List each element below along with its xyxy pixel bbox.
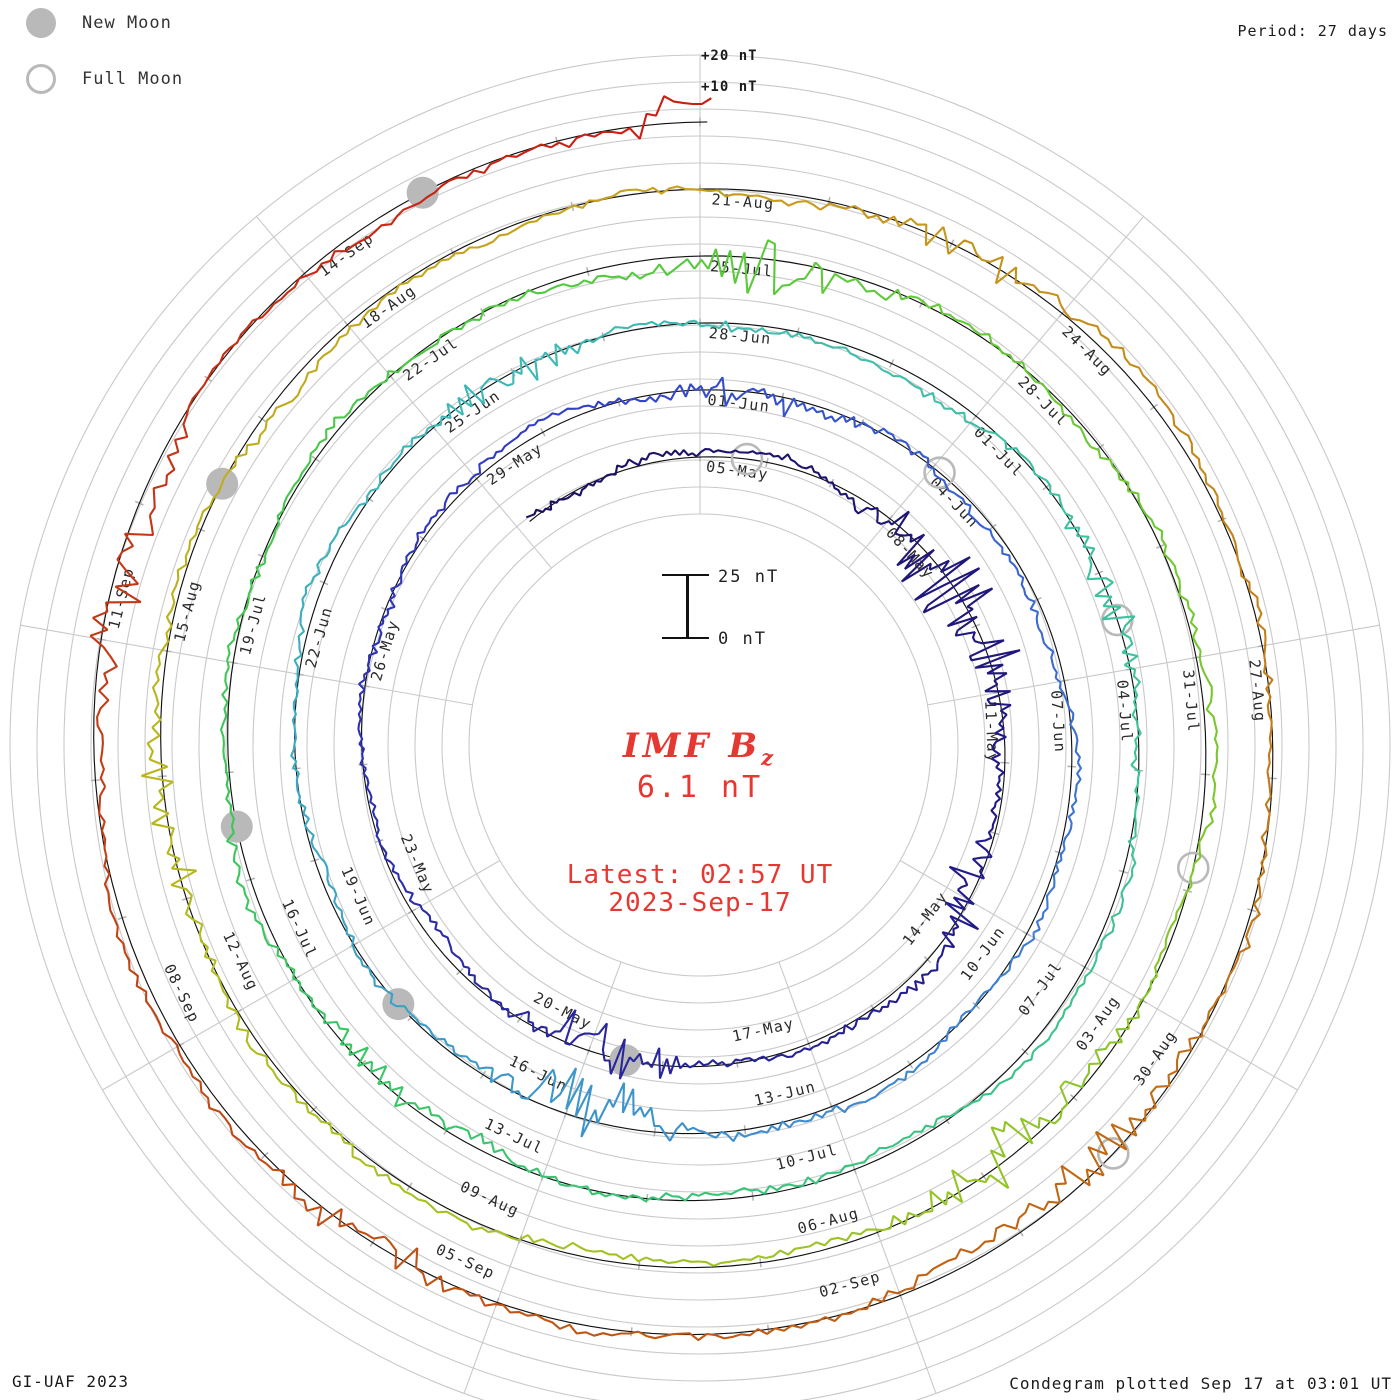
full-moon-icon xyxy=(26,64,56,94)
date-label: 29-May xyxy=(483,439,546,489)
full-moon-marker xyxy=(730,442,764,476)
new-moon-label: New Moon xyxy=(82,13,172,33)
bz-trace xyxy=(89,95,1274,1341)
date-label: 31-Jul xyxy=(1179,669,1203,734)
full-moon-marker xyxy=(1096,1137,1130,1170)
scale-bar xyxy=(686,575,689,639)
new-moon-icon xyxy=(26,8,56,38)
moon-markers xyxy=(206,176,1210,1170)
date-label: 01-Jun xyxy=(706,391,771,416)
scale-bar-bottom-cap xyxy=(662,637,709,639)
new-moon-marker xyxy=(382,988,415,1021)
radial-axis-label-plus20: +20 nT xyxy=(701,48,758,64)
baseline-spiral xyxy=(93,121,1274,1336)
date-label: 08-Sep xyxy=(160,961,204,1026)
plotted-time-label: Condegram plotted Sep 17 at 03:01 UT xyxy=(1009,1374,1392,1393)
date-label: 13-Jun xyxy=(752,1077,818,1109)
new-moon-marker xyxy=(406,176,439,209)
radial-axis-label-plus10: +10 nT xyxy=(701,79,758,95)
date-label: 22-Jul xyxy=(400,334,462,385)
latest-value: 6.1 nT xyxy=(636,770,764,805)
date-label: 10-Jul xyxy=(774,1141,840,1174)
new-moon-marker xyxy=(220,810,253,843)
scale-bar-top-cap xyxy=(662,574,709,576)
full-moon-marker xyxy=(923,456,956,489)
period-label: Period: 27 days xyxy=(1237,22,1388,40)
date-label: 24-Aug xyxy=(1058,322,1116,379)
chart-title-subscript: z xyxy=(761,744,778,770)
date-label: 09-Aug xyxy=(457,1177,522,1220)
date-label: 28-Jul xyxy=(1014,373,1071,430)
legend-new-moon: New Moon xyxy=(26,8,172,38)
date-label: 04-Jul xyxy=(1113,679,1136,743)
date-label: 07-Jun xyxy=(1047,690,1069,754)
date-label: 18-Aug xyxy=(358,281,420,332)
chart-title-text: IMF B xyxy=(622,726,762,766)
latest-date: 2023-Sep-17 xyxy=(608,888,792,918)
legend-full-moon: Full Moon xyxy=(26,64,183,94)
date-label: 17-May xyxy=(731,1014,797,1045)
date-label: 12-Aug xyxy=(219,929,262,994)
latest-time: Latest: 02:57 UT xyxy=(566,860,834,890)
credit-label: GI-UAF 2023 xyxy=(12,1372,129,1391)
full-moon-marker xyxy=(1176,851,1210,885)
date-label: 27-Aug xyxy=(1245,659,1269,724)
date-label: 11-May xyxy=(981,700,1002,764)
new-moon-marker xyxy=(609,1044,642,1077)
scale-bar-bottom-label: 0 nT xyxy=(718,629,767,649)
full-moon-label: Full Moon xyxy=(82,69,184,89)
scale-bar-top-label: 25 nT xyxy=(718,567,780,587)
chart-title: IMF Bz xyxy=(0,726,1400,770)
date-label: 02-Sep xyxy=(817,1267,883,1301)
date-label: 05-Sep xyxy=(433,1240,498,1282)
